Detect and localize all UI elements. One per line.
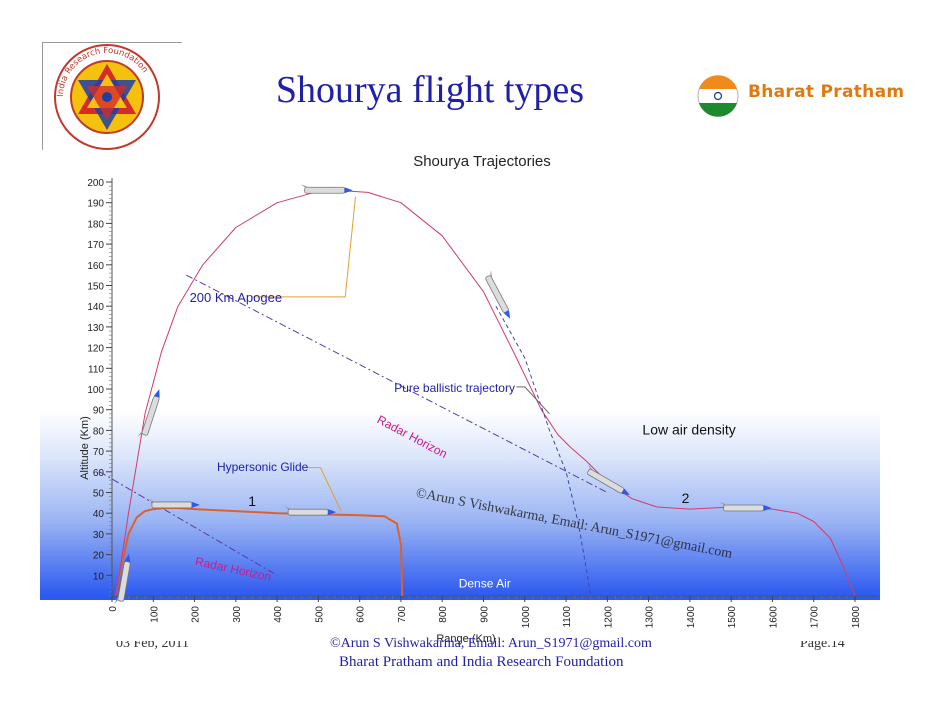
y-tick-label: 60 [93,468,105,479]
missile-nose [763,505,772,512]
y-tick-label: 200 [87,178,104,189]
missile-icon [719,502,772,512]
y-tick-label: 180 [87,219,104,230]
y-tick-label: 50 [93,489,105,500]
missile-nose [124,553,131,563]
y-tick-label: 40 [93,509,105,520]
missile-icon [147,498,200,509]
radar-horizon-line [186,274,608,493]
glide-annotation: Hypersonic Glide [217,460,309,474]
y-tick-label: 110 [88,364,104,375]
missile-fin [300,184,309,188]
missile-icon [284,506,337,516]
flight-type-2-label: 2 [682,490,690,506]
ground-band [40,596,880,600]
x-axis-label: Range (Km) [436,633,495,645]
missile-nose [344,187,353,194]
y-tick-label: 120 [87,344,104,355]
x-tick-label: 600 [356,606,367,623]
x-tick-label: 1200 [603,606,614,629]
y-tick-label: 20 [93,551,105,562]
series-line-hypersonic-glide [115,507,404,597]
x-tick-label: 1300 [645,606,656,629]
x-tick-label: 900 [480,606,491,623]
y-tick-label: 160 [87,261,104,272]
footer-copyright: ©Arun S Vishwakarma, Email: Arun_S1971@g… [330,636,652,651]
slide-frame-left [42,42,43,150]
y-tick-label: 10 [93,571,105,582]
y-tick-label: 190 [87,199,104,210]
x-tick-label: 1100 [562,606,573,628]
missile-body [304,186,346,194]
missile-nose [503,310,511,319]
footer-date: 03 Feb, 2011 [116,636,189,651]
missile-body [287,508,329,516]
y-tick-label: 70 [93,447,105,458]
missile-icon [300,184,353,194]
india-research-foundation-logo: India Research Foundation [54,44,160,150]
x-tick-label: 1500 [727,606,738,629]
x-tick-label: 100 [149,606,160,623]
slide-frame-top [42,42,182,43]
apogee-leader-line [252,196,357,298]
footer-organization: Bharat Pratham and India Research Founda… [339,654,624,670]
y-tick-label: 140 [87,302,104,313]
india-flag-emblem-icon [697,75,739,117]
missile-fin [719,502,728,506]
y-axis-label: Altitude (Km) [79,416,91,480]
x-tick-label: 800 [438,606,449,623]
slide-title: Shourya flight types [275,69,585,111]
x-tick-label: 400 [273,606,284,623]
flight-type-1-label: 1 [248,493,256,509]
chart-title: Shourya Trajectories [413,153,551,170]
y-tick-label: 170 [87,240,104,251]
missile-icon [485,270,511,319]
x-tick-label: 200 [191,606,202,623]
footer-page-number: Page.14 [800,636,845,651]
apogee-annotation: 200 Km Apogee [190,290,283,305]
x-tick-label: 1400 [686,606,697,629]
missile-body [151,501,193,509]
x-tick-label: 700 [397,606,408,623]
radar-horizon-line [99,471,278,576]
series-line-apogee-drop [495,305,592,597]
low-air-density-label: Low air density [642,422,735,438]
x-tick-label: 1700 [810,606,821,629]
x-tick-label: 1800 [851,606,862,629]
missile-body [723,504,765,512]
x-tick-label: 1600 [768,606,779,629]
glide-leader-line [308,467,342,512]
missile-nose [153,389,160,398]
x-tick-label: 0 [108,606,119,612]
missile-fin [490,270,493,279]
ballistic-annotation: Pure ballistic trajectory [394,381,515,395]
y-tick-label: 150 [87,282,104,293]
missile-nose [328,509,337,516]
x-tick-label: 1000 [521,606,532,629]
x-tick-label: 500 [314,606,325,623]
missile-nose [621,488,630,496]
brand-name: Bharat Pratham [748,82,905,102]
missile-fin [147,498,156,502]
y-tick-label: 130 [87,323,104,334]
y-tick-label: 80 [93,426,105,437]
dense-air-label: Dense Air [459,577,511,591]
missile-nose [191,501,200,508]
x-tick-label: 300 [232,606,243,623]
y-tick-label: 30 [93,530,105,541]
missile-body [587,468,625,494]
y-tick-label: 100 [87,385,104,396]
ballistic-leader-line [516,386,550,415]
series-line-pure-ballistic-trajectory [115,190,856,597]
missile-fin [284,506,293,510]
y-tick-label: 90 [93,406,105,417]
